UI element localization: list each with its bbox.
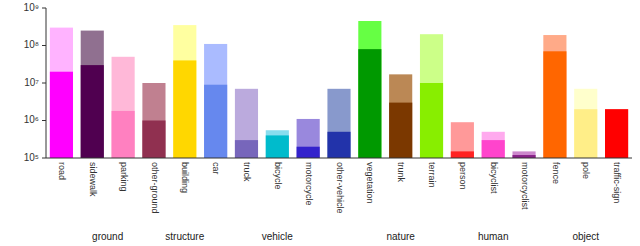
bar — [574, 89, 597, 158]
bar — [327, 132, 350, 158]
y-tick — [42, 8, 46, 9]
category-label: parking — [119, 162, 129, 192]
category-label: terrain — [427, 162, 437, 188]
bar — [482, 132, 505, 158]
bar — [112, 57, 135, 158]
y-tick — [42, 83, 46, 84]
y-tick — [42, 158, 46, 159]
category-label: vegetation — [365, 162, 375, 204]
bar — [235, 140, 258, 158]
bar — [142, 83, 165, 158]
bars — [50, 21, 628, 158]
bar — [574, 109, 597, 158]
group-label: structure — [165, 231, 204, 242]
category-label: truck — [242, 162, 252, 182]
bar — [389, 74, 412, 158]
bar — [358, 21, 381, 158]
bar — [451, 151, 474, 158]
category-label: bicycle — [273, 162, 283, 190]
bar — [50, 72, 73, 158]
category-label: trunk — [396, 162, 406, 183]
bar — [543, 51, 566, 158]
category-label: person — [458, 162, 468, 190]
bar — [451, 122, 474, 158]
y-tick-label: 10⁷ — [24, 77, 39, 88]
bar — [358, 49, 381, 158]
chart: 10⁵ 10⁶ 10⁷ 10⁸ 10⁹ road sidewalk parking other-… — [0, 0, 640, 246]
bar — [543, 35, 566, 158]
bar — [512, 151, 535, 158]
y-tick — [42, 120, 46, 121]
category-label: traffic-sign — [612, 162, 622, 203]
y-tick-label: 10⁵ — [24, 152, 39, 163]
bar — [173, 60, 196, 158]
group-label: nature — [387, 231, 416, 242]
bar — [297, 119, 320, 158]
bar — [204, 85, 227, 158]
bar — [327, 89, 350, 158]
group-label: vehicle — [262, 231, 294, 242]
category-label: car — [211, 162, 221, 175]
bar — [605, 109, 628, 158]
bar — [266, 130, 289, 158]
bar — [482, 140, 505, 158]
category-label: fence — [551, 162, 561, 184]
bar — [420, 83, 443, 158]
y-tick-label: 10⁹ — [24, 2, 39, 13]
x-axis — [46, 158, 632, 159]
category-label: road — [57, 162, 67, 180]
category-label: motorcycle — [304, 162, 314, 206]
bar — [420, 34, 443, 158]
bar — [605, 109, 628, 158]
group-label: ground — [92, 231, 123, 242]
category-label: other-vehicle — [335, 162, 345, 214]
category-label: other-ground — [150, 162, 160, 214]
category-label: motorcyclist — [520, 162, 530, 210]
category-label: sidewalk — [88, 162, 98, 197]
bar — [173, 25, 196, 158]
bar — [81, 65, 104, 158]
category-label: building — [180, 162, 190, 193]
bar — [297, 147, 320, 158]
group-label: object — [572, 231, 599, 242]
y-tick-label: 10⁶ — [24, 114, 39, 125]
bar — [112, 111, 135, 158]
bar — [204, 44, 227, 158]
bar — [50, 28, 73, 158]
category-label: bicyclist — [489, 162, 499, 194]
y-tick-label: 10⁸ — [24, 39, 39, 50]
bar — [266, 135, 289, 158]
bar — [389, 103, 412, 158]
group-label: human — [478, 231, 509, 242]
bar — [81, 31, 104, 158]
bar — [142, 121, 165, 159]
bar — [235, 89, 258, 158]
y-tick — [42, 45, 46, 46]
category-label: pole — [581, 162, 591, 179]
